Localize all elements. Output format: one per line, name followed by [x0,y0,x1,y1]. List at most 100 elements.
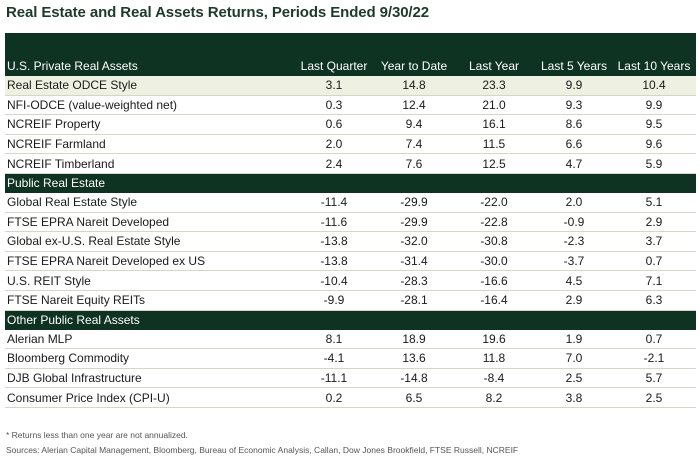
row-value: -9.9 [323,293,345,308]
row-value: 19.6 [482,331,506,346]
row-label: Real Estate ODCE Style [7,78,138,93]
table-row: NCREIF Farmland 2.0 7.4 11.5 6.6 9.6 [5,135,696,155]
row-value: 2.0 [565,195,583,210]
row-value: -32.0 [400,234,428,249]
column-header-last-5-years: Last 5 Years [540,58,608,73]
row-value: 0.2 [325,390,343,405]
table-top-band [5,33,696,55]
row-value: 2.4 [325,156,343,171]
footnote: * Returns less than one year are not ann… [6,430,188,440]
table-row: DJB Global Infrastructure -11.1 -14.8 -8.4 2… [5,369,696,389]
row-value: 0.7 [645,331,663,346]
row-value: -30.8 [480,234,508,249]
row-value: -2.3 [563,234,585,249]
row-label: NCREIF Property [7,117,101,132]
row-value: 9.4 [405,117,423,132]
row-value: 6.6 [565,137,583,152]
column-header-category: U.S. Private Real Assets [7,58,138,73]
row-value: 3.7 [645,234,663,249]
table-row: Bloomberg Commodity -4.1 13.6 11.8 7.0 -2.1 [5,349,696,369]
row-value: 2.5 [565,371,583,386]
table-row: FTSE EPRA Nareit Developed ex US -13.8 -31… [5,252,696,272]
row-value: 9.9 [565,78,583,93]
row-value: -10.4 [320,273,348,288]
row-value: 8.1 [325,331,343,346]
row-value: 18.9 [402,331,426,346]
row-label: Global Real Estate Style [7,195,138,210]
row-value: -11.4 [320,195,348,210]
row-value: -29.9 [400,195,428,210]
table-row: Global Real Estate Style -11.4 -29.9 -22.0 2… [5,193,696,213]
row-value: -8.4 [483,371,505,386]
row-value: 0.6 [325,117,343,132]
row-value: 23.3 [482,78,506,93]
returns-table: U.S. Private Real Assets Last Quarter Ye… [5,33,696,408]
row-value: 5.1 [645,195,663,210]
row-value: -16.4 [480,293,508,308]
row-value: -28.1 [400,293,428,308]
row-value: -11.6 [320,214,348,229]
table-row: FTSE Nareit Equity REITs -9.9 -28.1 -16.4 2.… [5,291,696,311]
row-value: 8.6 [565,117,583,132]
table-row: NFI-ODCE (value-weighted net) 0.3 12.4 21.0… [5,96,696,116]
row-value: 5.7 [645,371,663,386]
row-value: 12.5 [482,156,506,171]
column-header-last-quarter: Last Quarter [300,58,368,73]
row-value: -11.1 [320,371,348,386]
table-row: U.S. REIT Style -10.4 -28.3 -16.6 4.5 7.1 [5,271,696,291]
row-value: 4.5 [565,273,583,288]
table-row: Alerian MLP 8.1 18.9 19.6 1.9 0.7 [5,330,696,350]
row-value: 11.5 [482,137,506,152]
row-value: 3.8 [565,390,583,405]
row-value: 5.9 [645,156,663,171]
row-value: 13.6 [402,351,426,366]
row-value: 7.0 [565,351,583,366]
row-label: U.S. REIT Style [7,273,91,288]
row-value: 11.8 [482,351,506,366]
row-value: -2.1 [643,351,665,366]
row-label: Bloomberg Commodity [7,351,130,366]
row-label: Global ex-U.S. Real Estate Style [7,234,181,249]
column-header-last-year: Last Year [468,58,520,73]
table-body: Real Estate ODCE Style 3.1 14.8 23.3 9.9 10.4… [5,76,696,408]
row-value: 9.5 [645,117,663,132]
row-value: 6.3 [645,293,663,308]
row-value: -0.9 [563,214,585,229]
row-value: 9.3 [565,97,583,112]
column-header-year-to-date: Year to Date [380,58,448,73]
row-value: 3.1 [325,78,343,93]
table-row: Real Estate ODCE Style 3.1 14.8 23.3 9.9 10.4 [5,76,696,96]
row-value: 7.6 [405,156,423,171]
row-label: FTSE EPRA Nareit Developed [7,214,170,229]
row-value: 9.9 [645,97,663,112]
table-title: Real Estate and Real Assets Returns, Per… [6,4,429,21]
section-header: Other Public Real Assets [5,310,696,330]
column-header-last-10-years: Last 10 Years [617,58,691,73]
row-value: -14.8 [400,371,428,386]
row-value: 14.8 [402,78,426,93]
section-header: Public Real Estate [5,173,696,193]
row-value: 9.6 [645,137,663,152]
row-value: 2.9 [565,293,583,308]
row-value: 7.1 [645,273,663,288]
row-value: -3.7 [563,254,585,269]
row-value: -13.8 [320,234,348,249]
row-value: 21.0 [482,97,506,112]
row-label: DJB Global Infrastructure [7,371,142,386]
table-row: NCREIF Timberland 2.4 7.6 12.5 4.7 5.9 [5,154,696,174]
row-label: FTSE Nareit Equity REITs [7,293,146,308]
row-value: -22.8 [480,214,508,229]
row-label: NCREIF Farmland [7,137,106,152]
table-row: FTSE EPRA Nareit Developed -11.6 -29.9 -22.… [5,213,696,233]
row-value: 2.5 [645,390,663,405]
row-value: -22.0 [480,195,508,210]
row-label: NCREIF Timberland [7,156,115,171]
row-label: NFI-ODCE (value-weighted net) [7,97,178,112]
row-label: Consumer Price Index (CPI-U) [7,390,170,405]
row-value: 12.4 [402,97,426,112]
row-value: -31.4 [400,254,428,269]
row-value: 0.3 [325,97,343,112]
table-row: NCREIF Property 0.6 9.4 16.1 8.6 9.5 [5,115,696,135]
row-value: 7.4 [405,137,423,152]
row-value: -30.0 [480,254,508,269]
